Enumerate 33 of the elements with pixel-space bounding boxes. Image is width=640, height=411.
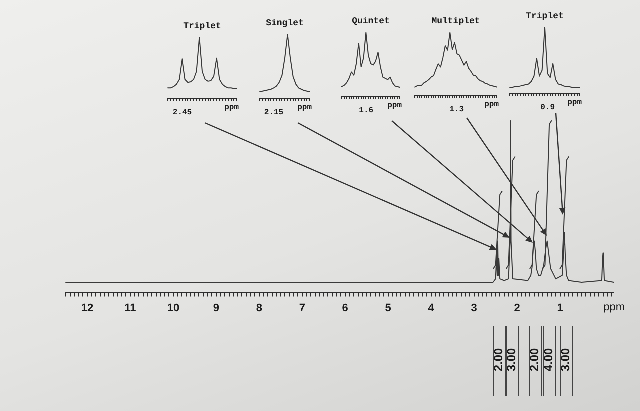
text: 1.6 xyxy=(359,106,374,116)
x-axis-title: ppm xyxy=(224,103,240,112)
x-tick-label: 10 xyxy=(167,302,180,314)
text: 3.00 xyxy=(504,348,518,372)
x-axis-title: ppm xyxy=(388,101,402,110)
x-tick-label: 5 xyxy=(385,302,392,314)
x-tick-label: 12 xyxy=(81,302,94,314)
x-tick-label: 8 xyxy=(256,302,262,314)
x-tick-label: 9 xyxy=(213,302,220,314)
x-axis-title: ppm xyxy=(298,103,312,112)
x-axis-title: ppm xyxy=(568,98,582,108)
x-tick-label: 6 xyxy=(342,302,348,314)
x-tick-label: 2 xyxy=(514,302,520,314)
x-tick-label: 3 xyxy=(471,302,478,314)
chart-title: Triplet xyxy=(526,12,564,22)
chart-title: Multiplet xyxy=(432,16,480,27)
chart-title: Quintet xyxy=(352,16,390,27)
chart-title: Singlet xyxy=(266,18,304,29)
text: 2.00 xyxy=(527,348,542,372)
x-tick-label: 4 xyxy=(428,302,436,314)
text: 1.3 xyxy=(450,105,464,114)
text: 2.15 xyxy=(264,108,284,118)
text: 3.00 xyxy=(558,348,572,372)
text: 4.00 xyxy=(541,348,556,372)
x-axis-title: ppm xyxy=(604,301,625,314)
text: 0.9 xyxy=(540,103,556,112)
x-tick-label: 7 xyxy=(299,302,306,314)
text: 2.45 xyxy=(172,108,192,118)
chart-title: Triplet xyxy=(184,22,222,32)
text: 2.00 xyxy=(491,348,506,372)
x-axis-title: ppm xyxy=(484,100,500,110)
x-tick-label: 1 xyxy=(557,302,564,314)
x-tick-label: 11 xyxy=(124,302,136,314)
